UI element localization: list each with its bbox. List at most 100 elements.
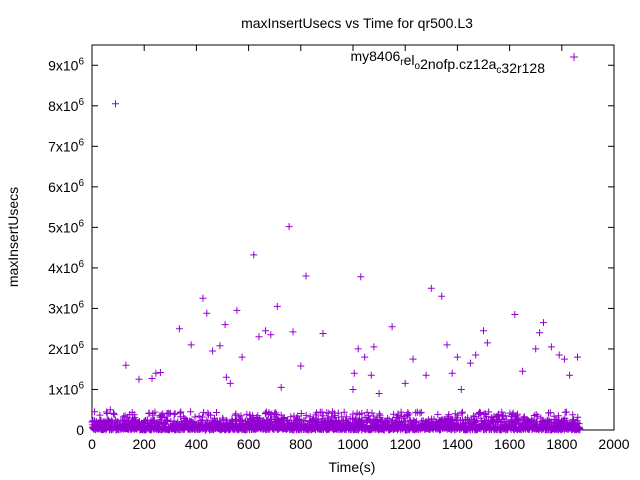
legend-subscript: c xyxy=(496,65,501,76)
y-tick-base: 2x10 xyxy=(48,341,79,357)
data-point-dense xyxy=(334,409,342,417)
data-point-dense xyxy=(576,425,584,433)
legend-subscript: o xyxy=(415,61,421,72)
data-point xyxy=(354,345,362,353)
data-point-dense xyxy=(151,408,159,416)
y-tick-base: 1x10 xyxy=(48,381,79,397)
y-tick-base: 9x10 xyxy=(48,57,79,73)
data-point xyxy=(112,100,119,108)
data-point-dense xyxy=(453,416,461,424)
data-point xyxy=(152,369,160,377)
x-tick-label: 1600 xyxy=(494,436,525,452)
data-point-dense xyxy=(340,408,348,416)
data-point-dense xyxy=(110,409,118,417)
data-point xyxy=(555,351,563,359)
data-point xyxy=(226,379,234,387)
data-point-dense xyxy=(302,411,310,419)
data-point-dense xyxy=(103,410,111,417)
data-point xyxy=(480,327,487,335)
data-point-dense xyxy=(187,408,195,416)
y-tick-exponent: 6 xyxy=(78,97,84,108)
legend-marker xyxy=(570,53,578,61)
y-tick-base: 7x10 xyxy=(48,138,79,154)
data-point xyxy=(367,371,375,379)
y-tick-exponent: 6 xyxy=(78,137,84,148)
data-point-dense xyxy=(417,408,425,416)
data-point-dense xyxy=(171,410,179,418)
data-point-dense xyxy=(253,414,261,421)
data-point-dense xyxy=(200,408,208,416)
data-point xyxy=(574,353,581,361)
y-tick-label: 1x106 xyxy=(48,380,84,397)
data-point-dense xyxy=(445,411,453,419)
x-tick-label: 800 xyxy=(289,436,313,452)
x-tick-label: 400 xyxy=(185,436,209,452)
x-tick-label: 0 xyxy=(88,436,96,452)
data-point xyxy=(388,323,396,331)
data-point-dense xyxy=(498,408,506,416)
data-point xyxy=(401,379,409,387)
data-point-dense xyxy=(199,413,206,421)
data-point xyxy=(209,347,217,355)
data-point xyxy=(536,329,544,337)
data-point xyxy=(427,284,435,292)
y-tick-label: 7x106 xyxy=(48,137,84,154)
data-point-dense xyxy=(279,415,287,422)
data-point xyxy=(221,321,229,329)
data-point xyxy=(91,408,99,416)
data-point xyxy=(540,319,547,327)
data-point xyxy=(370,343,378,351)
data-point xyxy=(216,342,224,350)
y-tick-label: 9x106 xyxy=(48,56,84,73)
data-point-dense xyxy=(177,408,185,416)
data-point-dense xyxy=(207,411,215,419)
legend-label: my8406relo2nofp.cz12ac32r128 xyxy=(350,48,545,76)
y-tick-exponent: 6 xyxy=(78,340,84,351)
y-tick-base: 8x10 xyxy=(48,98,79,114)
y-axis: 01x1062x1063x1064x1065x1066x1067x1068x10… xyxy=(48,56,614,438)
data-point xyxy=(422,371,430,379)
data-point xyxy=(156,369,164,376)
data-point-dense xyxy=(469,412,477,420)
data-point-dense xyxy=(213,409,220,416)
data-point-dense xyxy=(342,413,350,421)
data-point xyxy=(409,355,417,363)
data-point xyxy=(519,367,527,375)
data-point xyxy=(297,362,305,370)
data-point xyxy=(148,375,156,382)
legend-text-part: 2nofp.cz12a xyxy=(420,56,496,72)
data-point xyxy=(483,339,491,347)
data-point xyxy=(273,302,281,310)
data-point xyxy=(302,272,310,280)
legend-subscript: r xyxy=(400,57,404,68)
data-point-dense xyxy=(358,409,366,417)
data-point xyxy=(511,311,519,318)
data-point-dense xyxy=(195,412,203,420)
data-point-dense xyxy=(349,410,357,418)
data-point xyxy=(250,251,258,259)
data-point-dense xyxy=(363,408,371,416)
data-point-dense xyxy=(287,413,295,421)
data-point-dense xyxy=(483,413,491,421)
data-point-dense xyxy=(273,411,280,418)
x-tick-label: 1400 xyxy=(442,436,473,452)
x-tick-label: 1200 xyxy=(390,436,421,452)
chart-title: maxInsertUsecs vs Time for qr500.L3 xyxy=(241,15,473,31)
data-point xyxy=(443,341,451,349)
x-tick-label: 1000 xyxy=(337,436,368,452)
data-point xyxy=(453,353,461,361)
legend-text-part: my8406 xyxy=(350,48,400,64)
x-axis-label: Time(s) xyxy=(329,459,376,475)
data-point-dense xyxy=(254,412,262,420)
data-point-dense xyxy=(471,416,479,424)
data-point xyxy=(122,361,130,369)
data-point xyxy=(267,331,275,339)
data-point-dense xyxy=(458,409,466,417)
legend: my8406relo2nofp.cz12ac32r128 xyxy=(350,48,578,76)
data-point-dense xyxy=(434,410,442,418)
plot-frame xyxy=(91,44,615,431)
data-point xyxy=(175,325,183,333)
data-point-dense xyxy=(237,416,245,424)
data-point-dense xyxy=(554,412,562,420)
y-tick-base: 0 xyxy=(76,422,84,438)
